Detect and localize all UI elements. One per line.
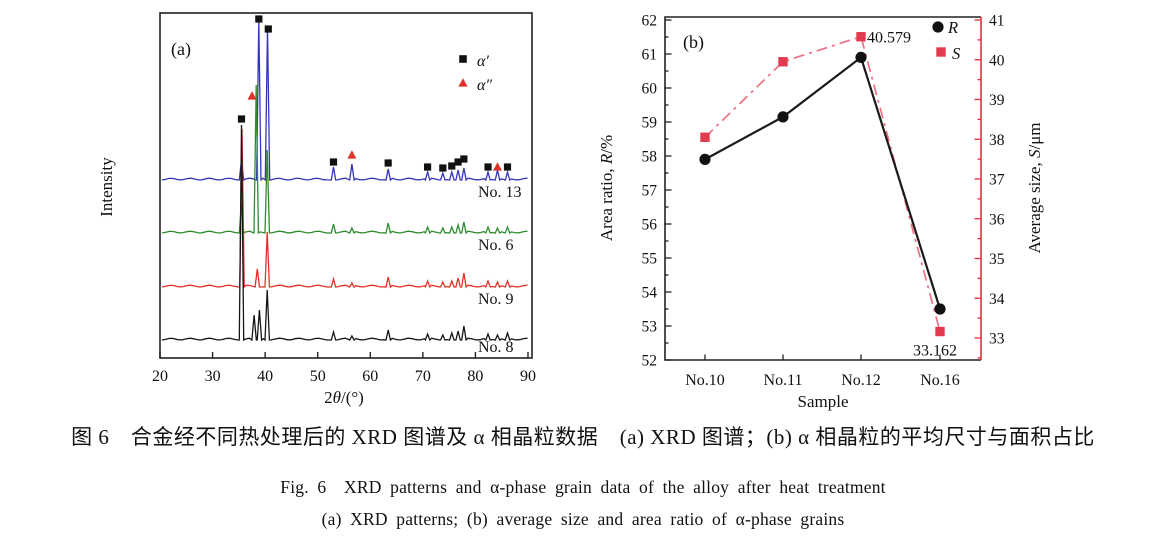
- alpha-prime-marker: [460, 155, 468, 163]
- legend-square-icon-s: [936, 47, 946, 57]
- trace-label: No. 9: [478, 291, 514, 308]
- x-tick-label: 80: [467, 368, 483, 385]
- series-r-point: [699, 153, 711, 165]
- x-tick-label: 50: [310, 368, 326, 385]
- left-tick-label: 58: [642, 149, 658, 166]
- x-category-label: No.11: [764, 372, 803, 389]
- plot-frame-b: [664, 16, 981, 361]
- left-tick-label: 54: [642, 285, 658, 302]
- alpha-prime-marker: [439, 164, 447, 172]
- x-category-label: No.12: [841, 372, 881, 389]
- y-axis-label-a: Intensity: [97, 157, 116, 217]
- left-tick-label: 53: [642, 319, 658, 336]
- legend-triangle-icon: [458, 78, 468, 87]
- xrd-plot-svg: 20 30 40 50 60 70 80 90 2θ/(°) Intensity (a) No. 13…: [97, 12, 536, 407]
- data-annotation: 33.162: [913, 343, 957, 360]
- alpha-prime-marker: [329, 158, 338, 166]
- left-tick-label: 56: [642, 217, 658, 234]
- caption-english: Fig. 6 XRD patterns and α-phase grain da…: [280, 477, 886, 497]
- left-tick-label: 61: [642, 47, 658, 64]
- x-category-label: No.10: [685, 372, 725, 389]
- series-r-point: [777, 111, 789, 123]
- grain-plot-svg: 52 53 54 55 56 57 58 59 60 61 62 33 34 35 36 37 38 39 40 41…: [597, 13, 1044, 412]
- data-annotation: 40.579: [867, 30, 911, 47]
- right-tick-label: 38: [989, 132, 1005, 149]
- alpha-double-prime-marker: [493, 162, 503, 171]
- left-tick-label: 59: [642, 115, 658, 132]
- right-tick-label: 41: [989, 13, 1005, 30]
- panel-label-a: (a): [171, 39, 191, 60]
- left-tick-label: 52: [642, 353, 658, 370]
- alpha-prime-marker: [454, 158, 462, 166]
- right-tick-label: 39: [989, 92, 1005, 109]
- xrd-trace-no-9: [161, 128, 528, 289]
- series-s-point: [700, 132, 710, 142]
- right-tick-label: 37: [989, 172, 1005, 189]
- left-axis-title: Area ratio, R/%: [597, 135, 616, 241]
- left-tick-label: 60: [642, 81, 658, 98]
- legend-label-r: R: [947, 18, 958, 37]
- x-tick-label: 40: [257, 368, 273, 385]
- right-tick-label: 35: [989, 251, 1005, 268]
- right-tick-label: 34: [989, 291, 1005, 308]
- series-s-line: [704, 35, 941, 332]
- alpha-prime-marker: [384, 159, 392, 167]
- caption-subtitle: (a) XRD patterns; (b) average size and a…: [321, 509, 845, 529]
- series-s-point: [856, 32, 866, 42]
- x-axis-label-b: Sample: [798, 392, 849, 411]
- x-tick-label: 90: [520, 368, 536, 385]
- alpha-prime-marker: [484, 163, 492, 171]
- series-r-line: [704, 55, 942, 310]
- right-tick-label: 33: [989, 331, 1005, 348]
- plot-frame-a: [159, 12, 533, 359]
- right-tick-label: 40: [989, 52, 1005, 69]
- legend-label-alpha-double-prime: α″: [477, 77, 492, 94]
- xrd-trace-no-13: [161, 19, 528, 182]
- alpha-prime-marker: [448, 162, 456, 170]
- alpha-prime-marker: [237, 115, 246, 123]
- legend-label-alpha-prime: α′: [477, 53, 489, 70]
- trace-label: No. 13: [478, 184, 522, 201]
- panel-label-b: (b): [683, 32, 704, 53]
- grain-data-chart-panel-b: 52 53 54 55 56 57 58 59 60 61 62 33 34 35 36 37 38 39 40 41…: [590, 0, 1166, 412]
- alpha-prime-marker: [264, 25, 272, 33]
- series-s-point: [778, 57, 788, 67]
- x-tick-label: 70: [415, 368, 431, 385]
- left-tick-label: 55: [642, 251, 658, 268]
- alpha-prime-marker: [423, 163, 432, 171]
- x-tick-label: 20: [152, 368, 168, 385]
- legend-circle-icon: [932, 21, 944, 33]
- trace-label: No. 8: [478, 339, 514, 356]
- alpha-prime-marker: [503, 163, 512, 171]
- xrd-trace-no-6: [161, 84, 528, 235]
- xrd-trace-no-8: [161, 124, 528, 342]
- trace-label: No. 6: [478, 237, 514, 254]
- x-tick-label: 60: [362, 368, 378, 385]
- series-r-point: [855, 51, 867, 64]
- x-axis-label-a: 2θ/(°): [324, 388, 364, 407]
- alpha-double-prime-marker: [347, 150, 357, 159]
- right-axis-title: Average size, S/μm: [1025, 122, 1044, 253]
- alpha-double-prime-marker: [247, 91, 257, 100]
- alpha-prime-marker: [255, 15, 263, 23]
- series-s-point: [935, 326, 945, 337]
- xrd-chart-panel-a: 20 30 40 50 60 70 80 90 2θ/(°) Intensity (a) No. 13…: [90, 0, 560, 412]
- x-category-label: No.16: [920, 372, 960, 389]
- left-tick-label: 57: [642, 183, 658, 200]
- series-r-point: [934, 303, 946, 315]
- right-tick-label: 36: [989, 211, 1005, 228]
- legend-square-icon: [459, 55, 467, 63]
- left-tick-label: 62: [642, 13, 658, 30]
- caption-chinese: 图 6 合金经不同热处理后的 XRD 图谱及 α 相晶粒数据 (a) XRD 图…: [71, 425, 1095, 449]
- x-tick-label: 30: [205, 368, 221, 385]
- legend-label-s: S: [952, 44, 960, 63]
